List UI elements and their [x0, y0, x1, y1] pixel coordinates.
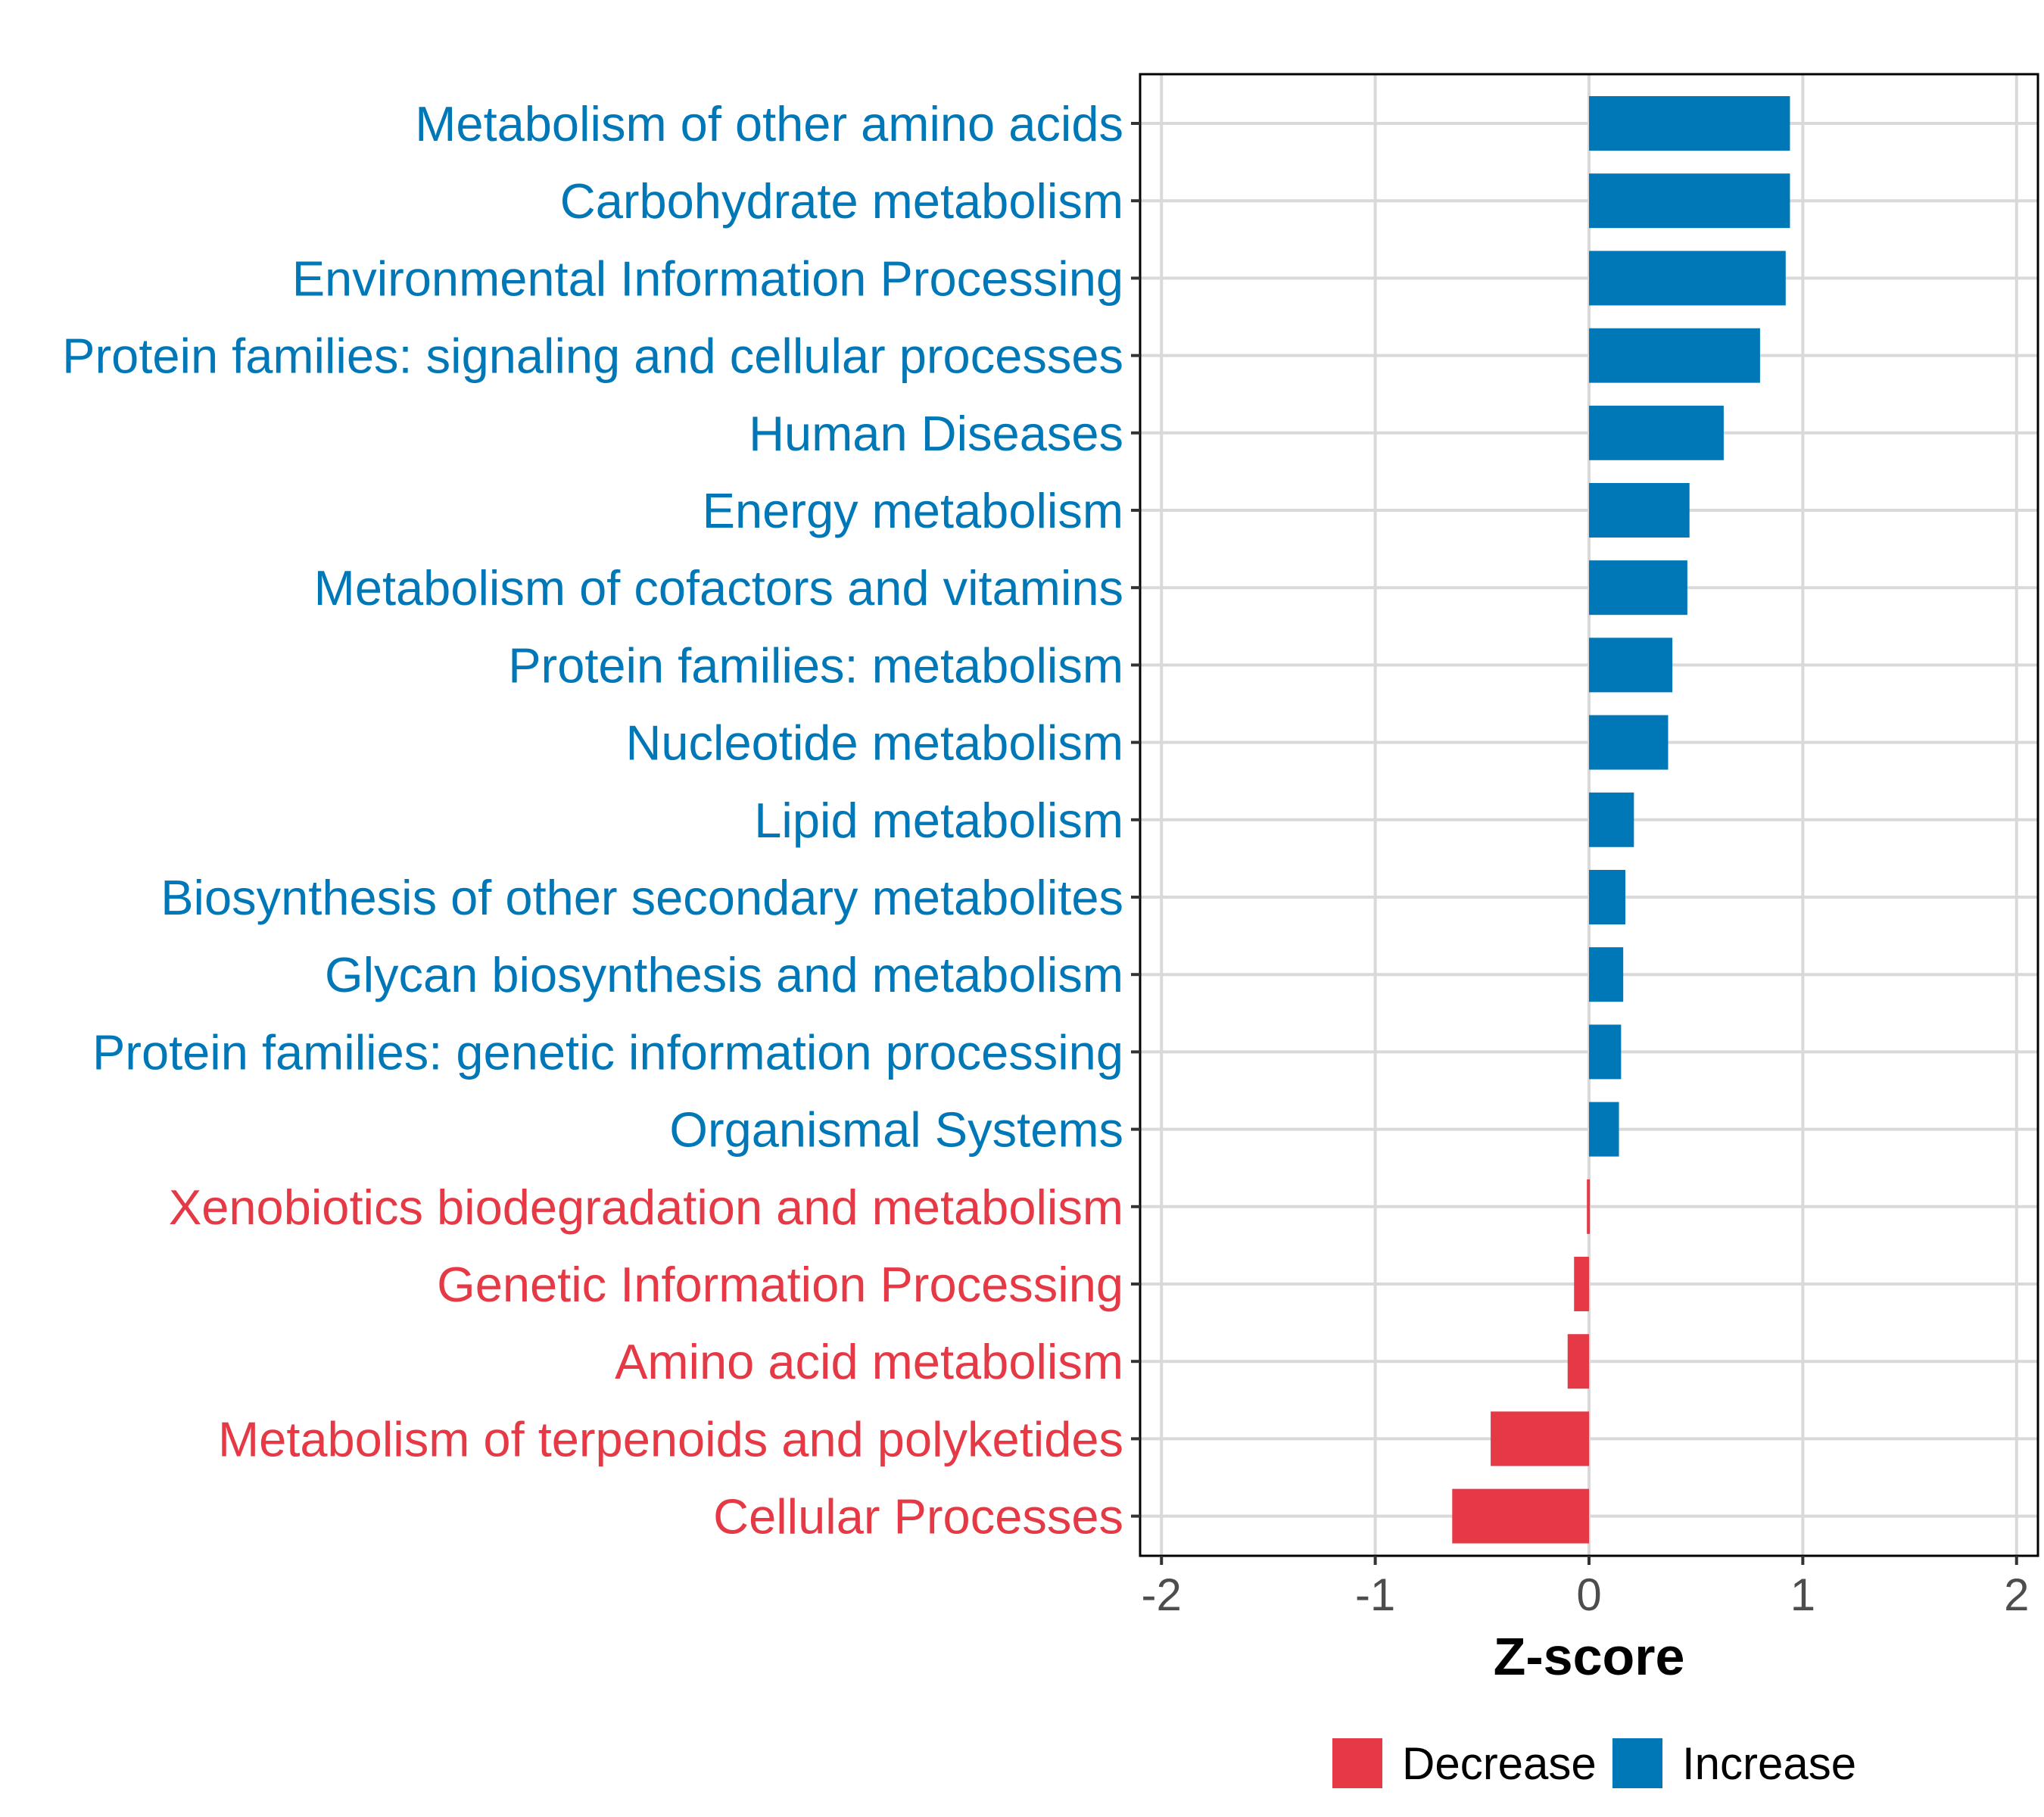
legend-label-increase: Increase — [1682, 1738, 1856, 1789]
legend-swatch-decrease — [1332, 1738, 1382, 1788]
bars — [1452, 96, 1790, 1544]
bar — [1589, 251, 1786, 306]
bar — [1452, 1488, 1589, 1544]
category-label: Human Diseases — [749, 406, 1123, 461]
bar — [1567, 1334, 1589, 1389]
category-label: Carbohydrate metabolism — [560, 173, 1123, 229]
bar — [1589, 483, 1690, 538]
x-tick-label: 2 — [2004, 1569, 2029, 1620]
bar — [1589, 637, 1673, 693]
legend: Decrease Increase — [1332, 1738, 1856, 1789]
category-label: Metabolism of terpenoids and polyketides — [218, 1411, 1123, 1466]
bar — [1589, 792, 1634, 847]
category-label: Xenobiotics biodegradation and metabolis… — [169, 1180, 1123, 1235]
bar — [1589, 405, 1724, 460]
category-label: Protein families: genetic information pr… — [92, 1024, 1123, 1080]
x-axis-ticks: -2 -1 0 1 2 — [1142, 1556, 2029, 1620]
bar — [1589, 1024, 1622, 1080]
category-label: Nucleotide metabolism — [625, 715, 1123, 771]
category-label: Metabolism of other amino acids — [415, 96, 1123, 151]
category-label: Protein families: metabolism — [508, 637, 1123, 693]
category-label: Amino acid metabolism — [615, 1334, 1123, 1389]
y-axis-ticks: Metabolism of other amino acids Carbohydr… — [62, 96, 1140, 1544]
x-tick-label: 0 — [1576, 1569, 1601, 1620]
bar — [1589, 870, 1626, 924]
bar — [1589, 1102, 1619, 1157]
category-label: Biosynthesis of other secondary metaboli… — [160, 870, 1123, 925]
category-label: Cellular Processes — [713, 1489, 1123, 1544]
bar — [1589, 947, 1624, 1002]
bar — [1574, 1257, 1589, 1311]
category-label: Glycan biosynthesis and metabolism — [325, 947, 1123, 1002]
category-label: Environmental Information Processing — [292, 251, 1123, 306]
x-tick-label: -1 — [1355, 1569, 1395, 1620]
category-label: Lipid metabolism — [754, 793, 1123, 848]
bar — [1589, 96, 1790, 151]
category-label: Protein families: signaling and cellular… — [62, 329, 1123, 384]
bar — [1589, 328, 1760, 383]
category-label: Genetic Information Processing — [437, 1257, 1123, 1312]
category-label: Metabolism of cofactors and vitamins — [314, 560, 1123, 616]
x-axis-title: Z-score — [1494, 1627, 1685, 1686]
bar — [1491, 1411, 1589, 1466]
x-tick-label: 1 — [1790, 1569, 1815, 1620]
bar — [1589, 715, 1669, 770]
bar — [1587, 1179, 1591, 1234]
bar — [1589, 173, 1790, 229]
legend-label-decrease: Decrease — [1402, 1738, 1597, 1789]
bar — [1589, 560, 1687, 616]
category-label: Organismal Systems — [669, 1102, 1123, 1158]
category-label: Energy metabolism — [703, 483, 1123, 538]
legend-swatch-increase — [1612, 1738, 1662, 1788]
x-tick-label: -2 — [1142, 1569, 1182, 1620]
